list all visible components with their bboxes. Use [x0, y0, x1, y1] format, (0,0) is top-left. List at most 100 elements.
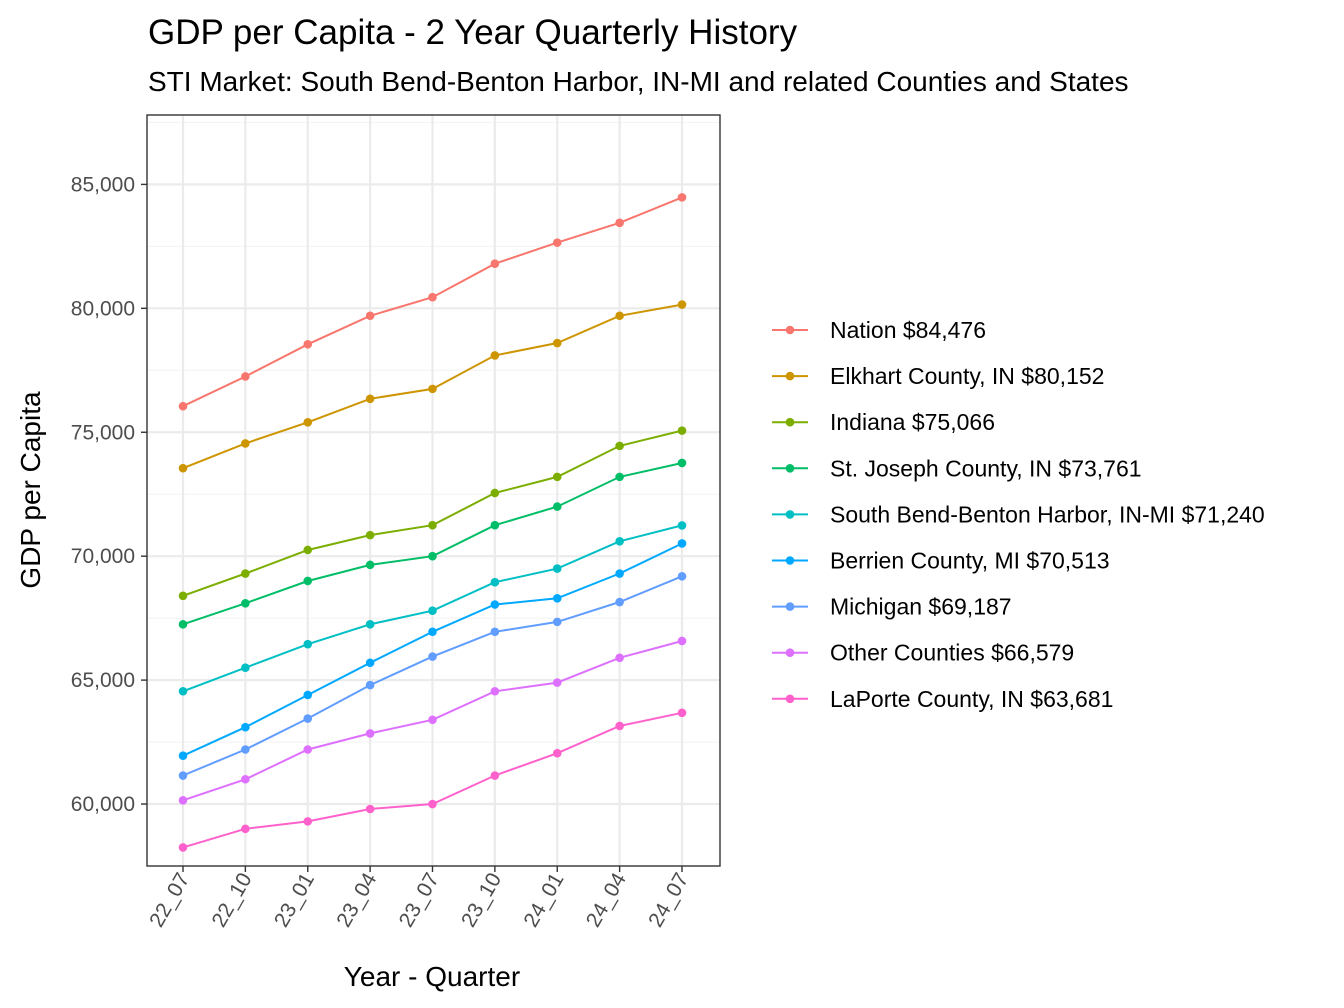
- x-axis-title: Year - Quarter: [344, 961, 520, 992]
- x-tick-label: 24_04: [582, 869, 631, 931]
- data-point: [677, 636, 687, 646]
- data-point: [677, 300, 687, 309]
- x-tick-label: 23_10: [457, 869, 506, 931]
- data-point: [428, 384, 437, 394]
- series-4: [178, 458, 687, 629]
- legend-label: Indiana $75,066: [830, 409, 995, 435]
- data-point: [365, 729, 375, 738]
- legend-item: Michigan $69,187: [772, 594, 1012, 620]
- series-2: [178, 300, 687, 473]
- y-tick-label: 85,000: [71, 173, 135, 196]
- data-point: [615, 218, 624, 228]
- data-point: [615, 721, 624, 731]
- data-point: [365, 804, 375, 814]
- data-point: [241, 663, 250, 673]
- legend-item: Other Counties $66,579: [772, 640, 1074, 666]
- data-point: [490, 627, 500, 637]
- data-point: [303, 745, 313, 754]
- y-tick-label: 65,000: [71, 669, 135, 692]
- data-point: [303, 714, 313, 723]
- series-5: [178, 521, 687, 696]
- legend-key-point: [785, 556, 795, 565]
- data-point: [178, 796, 188, 805]
- y-axis-title: GDP per Capita: [15, 391, 46, 589]
- data-point: [303, 639, 313, 649]
- data-point: [490, 771, 500, 780]
- plot-panel-border: [146, 114, 721, 867]
- legend-item: LaPorte County, IN $63,681: [772, 686, 1113, 712]
- legend-key-point: [785, 510, 795, 519]
- data-point: [428, 627, 437, 637]
- data-point: [677, 458, 687, 468]
- legend-key-point: [785, 417, 795, 427]
- chart-subtitle: STI Market: South Bend-Benton Harbor, IN…: [148, 66, 1129, 97]
- data-point: [365, 311, 375, 321]
- data-point: [428, 799, 437, 809]
- data-point: [615, 653, 624, 663]
- data-point: [241, 569, 250, 578]
- legend-label: Nation $84,476: [830, 317, 986, 343]
- data-point: [241, 372, 250, 381]
- data-point: [615, 537, 624, 546]
- data-point: [677, 193, 687, 202]
- data-point: [365, 560, 375, 570]
- data-point: [428, 520, 437, 530]
- series-lines: [178, 193, 687, 852]
- y-tick-label: 75,000: [71, 421, 135, 444]
- axes: 60,000 65,000 70,000 75,000 80,000 85,000 22_0…: [71, 173, 694, 931]
- data-point: [490, 259, 500, 269]
- data-point: [428, 551, 437, 561]
- legend-label: St. Joseph County, IN $73,761: [830, 455, 1142, 481]
- legend-key-point: [785, 694, 795, 704]
- data-point: [615, 569, 624, 578]
- data-point: [552, 502, 562, 511]
- data-point: [303, 418, 313, 427]
- data-point: [365, 658, 375, 668]
- legend-label: Other Counties $66,579: [830, 640, 1074, 666]
- data-point: [552, 338, 562, 348]
- y-tick-label: 60,000: [71, 793, 135, 816]
- data-point: [552, 617, 562, 627]
- series-6: [178, 539, 687, 761]
- x-tick-label: 24_01: [519, 869, 568, 931]
- data-point: [428, 606, 437, 616]
- data-point: [178, 843, 188, 852]
- data-point: [490, 520, 500, 530]
- legend-label: Elkhart County, IN $80,152: [830, 363, 1104, 389]
- legend-label: Berrien County, MI $70,513: [830, 548, 1110, 574]
- data-point: [365, 394, 375, 404]
- data-point: [241, 439, 250, 448]
- data-point: [552, 594, 562, 603]
- legend-key-point: [785, 602, 795, 611]
- data-point: [365, 680, 375, 690]
- data-point: [428, 292, 437, 302]
- data-point: [365, 530, 375, 540]
- data-point: [677, 572, 687, 581]
- data-point: [178, 401, 188, 411]
- legend-item: South Bend-Benton Harbor, IN-MI $71,240: [772, 501, 1265, 527]
- data-point: [241, 774, 250, 784]
- data-point: [490, 686, 500, 696]
- data-point: [615, 472, 624, 482]
- data-point: [178, 686, 188, 696]
- data-point: [303, 576, 313, 586]
- data-point: [490, 577, 500, 587]
- data-point: [241, 722, 250, 732]
- data-point: [677, 426, 687, 435]
- y-tick-label: 80,000: [71, 297, 135, 320]
- data-point: [178, 463, 188, 473]
- data-point: [428, 652, 437, 661]
- series-1: [178, 193, 687, 411]
- x-tick-label: 22_10: [208, 869, 257, 931]
- series-9: [178, 708, 687, 852]
- data-point: [615, 311, 624, 321]
- data-point: [303, 817, 313, 826]
- data-point: [552, 238, 562, 247]
- data-point: [490, 600, 500, 609]
- data-point: [428, 715, 437, 725]
- data-point: [303, 690, 313, 700]
- data-point: [241, 598, 250, 608]
- series-7: [178, 572, 687, 780]
- legend-key-point: [785, 325, 795, 335]
